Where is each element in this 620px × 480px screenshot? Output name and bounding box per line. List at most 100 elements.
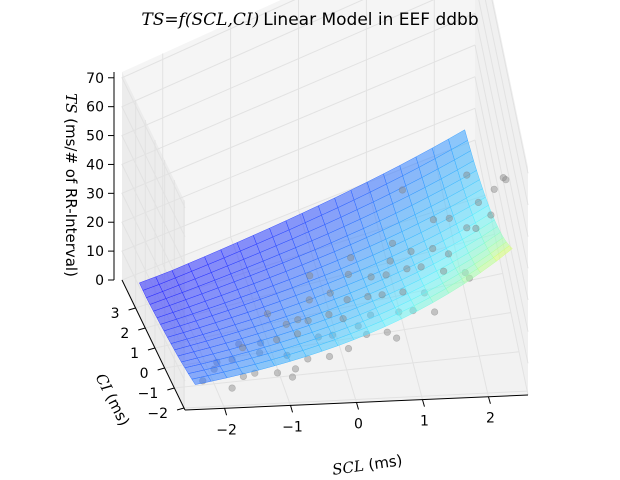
scatter-point <box>407 247 415 255</box>
z-axis-label: TS (ms/# of RR-Interval) <box>62 93 80 277</box>
scatter-point <box>294 316 302 324</box>
scatter-point <box>499 174 507 182</box>
title-formula: TS=f(SCL,CI) <box>141 10 260 30</box>
x-tick-mark <box>356 402 359 410</box>
scatter-point <box>490 185 498 193</box>
y-tick-mark <box>176 407 185 411</box>
x-tick-label: −2 <box>216 422 237 438</box>
scatter-point <box>386 257 394 265</box>
scatter-point <box>344 345 353 353</box>
y-tick-mark <box>147 347 156 351</box>
title-text: Linear Model in EEF ddbb <box>263 10 479 30</box>
z-tick-label: 70 <box>86 71 104 87</box>
z-tick-label: 30 <box>86 186 104 202</box>
x-axis-label: SCL (ms) <box>331 451 403 479</box>
scatter-point <box>398 186 407 194</box>
scatter-point <box>326 289 334 297</box>
x-tick-label: 0 <box>354 417 363 433</box>
scatter-point <box>273 336 281 344</box>
scatter-point <box>444 250 453 258</box>
scatter-point <box>364 293 372 301</box>
scatter-point <box>273 369 282 377</box>
scatter-point <box>367 273 375 281</box>
scatter-point <box>445 214 453 222</box>
x-tick-label: 2 <box>486 411 495 427</box>
scatter-point <box>325 311 333 319</box>
scatter-point <box>305 296 313 304</box>
scatter-point <box>383 328 391 336</box>
scatter-point <box>463 171 471 179</box>
model-surface <box>139 129 513 385</box>
scatter-point <box>474 198 483 206</box>
z-grid-line <box>121 107 476 382</box>
scatter-point <box>487 211 495 219</box>
y-axis-line <box>121 279 186 411</box>
scatter-point <box>347 254 355 262</box>
z-grid-line <box>474 139 529 396</box>
scatter-point <box>288 373 297 381</box>
z-grid-line <box>121 0 435 266</box>
scatter-point <box>440 267 448 275</box>
scatter-point <box>344 270 353 279</box>
x-tick-label: 1 <box>420 414 429 430</box>
z-tick-label: 10 <box>86 244 104 260</box>
x-tick-mark <box>224 408 228 416</box>
x-tick-mark <box>290 405 294 413</box>
y-axis-label: CI (ms) <box>92 371 134 429</box>
scatter-point <box>429 245 437 253</box>
z-tick-label: 50 <box>86 129 104 145</box>
scatter-point <box>282 320 290 328</box>
y-tick-mark <box>128 307 136 311</box>
y-tick-label: 3 <box>111 306 120 322</box>
scatter-point <box>291 365 300 373</box>
y-tick-label: 2 <box>120 326 129 342</box>
axis-lines <box>108 72 529 416</box>
scatter-point <box>429 216 438 224</box>
scatter-point <box>403 265 411 273</box>
right-wall-pane <box>475 0 528 395</box>
scatter-point <box>388 239 397 247</box>
scatter-point <box>417 263 425 271</box>
z-grid-line <box>478 0 529 237</box>
scatter-point <box>472 224 480 232</box>
scatter-point <box>431 308 439 316</box>
x-tick-mark <box>487 396 491 404</box>
y-tick-mark <box>167 387 175 391</box>
z-tick-label: 60 <box>86 100 104 116</box>
z-grid-line <box>491 0 529 174</box>
scatter-point <box>325 352 334 361</box>
z-grid-line <box>474 13 529 269</box>
scatter-point <box>382 271 390 279</box>
scatter-point <box>463 224 471 232</box>
scatter-series-front <box>239 171 510 352</box>
scatter-point <box>502 176 510 184</box>
z-grid-line <box>121 12 476 295</box>
scatter-point <box>378 291 386 299</box>
z-tick-label: 0 <box>95 273 104 289</box>
surface-cell <box>493 245 513 262</box>
scatter-point <box>343 296 351 304</box>
y-tick-label: 0 <box>140 366 149 382</box>
scatter-point <box>293 330 302 338</box>
z-tick-label: 40 <box>86 157 104 173</box>
scatter-point <box>339 315 347 323</box>
scatter-point <box>306 272 314 280</box>
scatter-point <box>304 317 312 325</box>
z-tick-label: 20 <box>86 215 104 231</box>
scatter-point <box>399 288 407 296</box>
scatter-point <box>393 334 401 342</box>
scatter-point <box>263 310 272 318</box>
y-tick-label: −2 <box>147 406 168 422</box>
y-tick-label: −1 <box>138 386 159 402</box>
chart-title: TS=f(SCL,CI) Linear Model in EEF ddbb <box>0 10 620 30</box>
scatter-point <box>239 344 247 352</box>
y-tick-mark <box>138 327 146 331</box>
z-grid-line <box>474 44 529 301</box>
y-tick-label: 1 <box>130 346 139 362</box>
scatter-point <box>228 384 236 392</box>
x-tick-label: −1 <box>282 419 303 435</box>
z-grid-line <box>474 76 529 332</box>
